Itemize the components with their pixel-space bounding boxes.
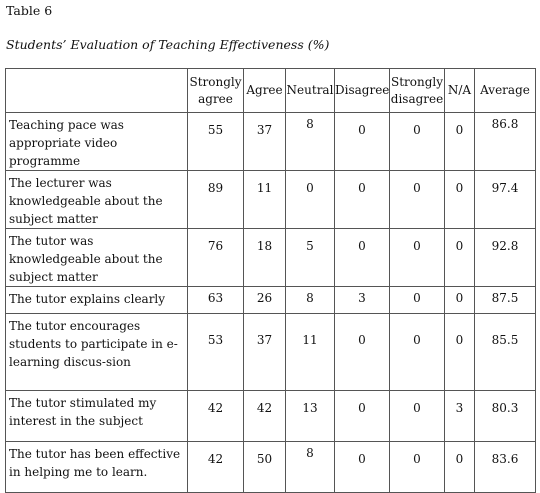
table-cell: 0 xyxy=(334,228,390,287)
table-cell: 13 xyxy=(285,390,335,442)
table-cell: 8 xyxy=(285,112,335,171)
table-row: The tutor has been effective in helping … xyxy=(5,441,536,493)
row-label: The lecturer was knowledgeable about the… xyxy=(5,170,188,229)
table-cell: 55 xyxy=(187,112,244,171)
table-cell: 37 xyxy=(243,112,286,171)
table-cell: 0 xyxy=(389,286,445,314)
table-cell: 0 xyxy=(444,286,475,314)
table-cell: 42 xyxy=(187,390,244,442)
table-cell: 87.5 xyxy=(474,286,536,314)
column-header: Strongly agree xyxy=(187,68,244,113)
table-cell: 0 xyxy=(334,170,390,229)
table-cell: 26 xyxy=(243,286,286,314)
table-cell: 97.4 xyxy=(474,170,536,229)
table-row: The tutor explains clearly 63 26 8 3 0 0… xyxy=(5,286,536,314)
table-cell: 8 xyxy=(285,286,335,314)
table-cell: 0 xyxy=(334,313,390,391)
table-cell: 0 xyxy=(334,390,390,442)
table-cell: 0 xyxy=(334,441,390,493)
table-cell: 11 xyxy=(243,170,286,229)
table-cell: 80.3 xyxy=(474,390,536,442)
row-label: The tutor has been effective in helping … xyxy=(5,441,188,493)
table-cell: 50 xyxy=(243,441,286,493)
column-header: N/A xyxy=(444,68,475,113)
table-cell: 53 xyxy=(187,313,244,391)
table-cell: 3 xyxy=(444,390,475,442)
table-row: The tutor stimulated my interest in the … xyxy=(5,390,536,442)
column-header xyxy=(5,68,188,113)
table-cell: 76 xyxy=(187,228,244,287)
table-cell: 0 xyxy=(389,390,445,442)
table-cell: 3 xyxy=(334,286,390,314)
table-cell: 37 xyxy=(243,313,286,391)
table-cell: 0 xyxy=(389,170,445,229)
column-header: Agree xyxy=(243,68,286,113)
column-header: Average xyxy=(474,68,536,113)
evaluation-table: Strongly agree Agree Neutral Disagree St… xyxy=(5,68,536,493)
row-label: The tutor was knowledgeable about the su… xyxy=(5,228,188,287)
table-cell: 0 xyxy=(444,112,475,171)
table-cell: 18 xyxy=(243,228,286,287)
table-cell: 86.8 xyxy=(474,112,536,171)
table-cell: 11 xyxy=(285,313,335,391)
table-cell: 0 xyxy=(389,228,445,287)
table-cell: 85.5 xyxy=(474,313,536,391)
table-cell: 0 xyxy=(389,313,445,391)
table-cell: 0 xyxy=(389,441,445,493)
table-cell: 0 xyxy=(334,112,390,171)
table-cell: 0 xyxy=(444,228,475,287)
table-cell: 83.6 xyxy=(474,441,536,493)
table-row: The lecturer was knowledgeable about the… xyxy=(5,170,536,229)
table-caption: Students’ Evaluation of Teaching Effecti… xyxy=(6,37,330,52)
table-cell: 92.8 xyxy=(474,228,536,287)
table-row: The tutor was knowledgeable about the su… xyxy=(5,228,536,287)
column-header: Disagree xyxy=(334,68,390,113)
table-cell: 89 xyxy=(187,170,244,229)
column-header: Strongly disagree xyxy=(389,68,445,113)
row-label: The tutor explains clearly xyxy=(5,286,188,314)
table-cell: 8 xyxy=(285,441,335,493)
row-label: The tutor stimulated my interest in the … xyxy=(5,390,188,442)
table-cell: 0 xyxy=(444,170,475,229)
table-row: The tutor encourages students to partici… xyxy=(5,313,536,391)
table-cell: 5 xyxy=(285,228,335,287)
table-cell: 0 xyxy=(444,313,475,391)
header-row: Strongly agree Agree Neutral Disagree St… xyxy=(5,68,536,113)
table-cell: 42 xyxy=(243,390,286,442)
row-label: Teaching pace was appropriate video prog… xyxy=(5,112,188,171)
table-cell: 0 xyxy=(444,441,475,493)
table-cell: 63 xyxy=(187,286,244,314)
table-cell: 0 xyxy=(389,112,445,171)
table-cell: 42 xyxy=(187,441,244,493)
table-cell: 0 xyxy=(285,170,335,229)
row-label: The tutor encourages students to partici… xyxy=(5,313,188,391)
table-number: Table 6 xyxy=(6,3,53,18)
column-header: Neutral xyxy=(285,68,335,113)
table-row: Teaching pace was appropriate video prog… xyxy=(5,112,536,171)
